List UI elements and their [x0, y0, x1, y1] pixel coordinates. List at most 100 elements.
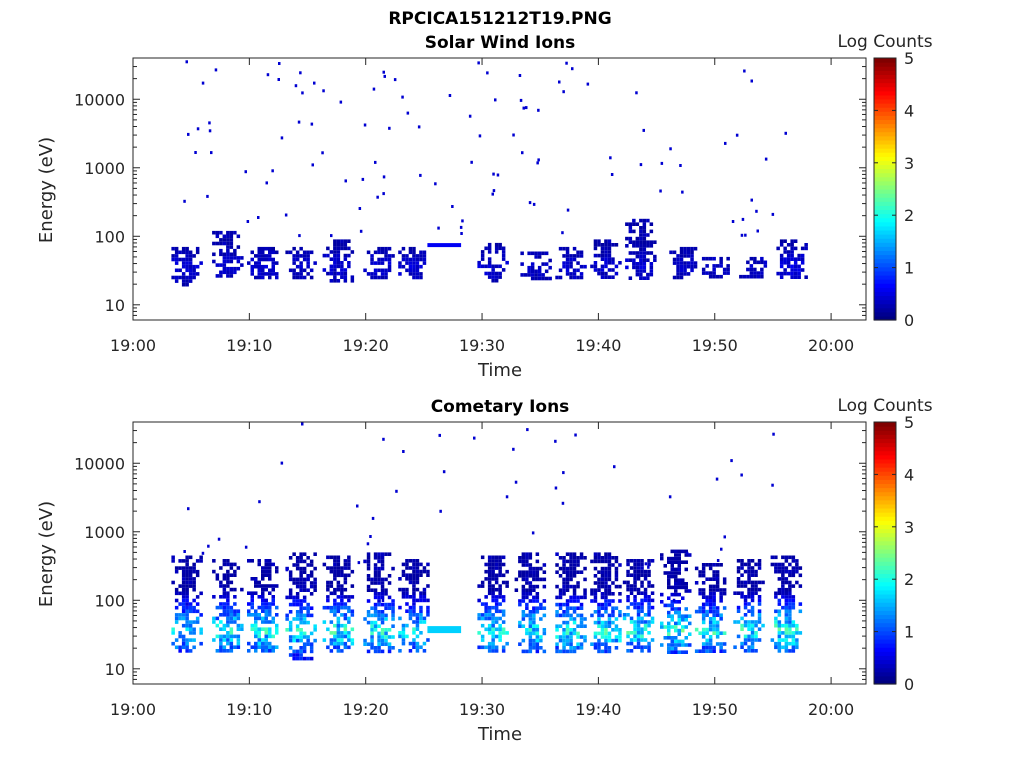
data-cell — [494, 649, 499, 653]
data-cell — [329, 566, 334, 570]
data-cell — [233, 248, 237, 253]
data-cell — [670, 607, 674, 611]
data-cell — [555, 610, 559, 614]
data-cell — [498, 591, 502, 596]
data-cell — [633, 562, 637, 567]
data-cell — [302, 617, 307, 621]
data-cell — [548, 276, 552, 281]
data-cell — [370, 581, 374, 585]
x-tick-label: 19:20 — [343, 700, 389, 719]
data-cell — [336, 634, 341, 639]
data-cell — [774, 569, 778, 574]
data-cell — [185, 638, 189, 642]
data-cell — [667, 643, 671, 647]
data-cell — [562, 620, 566, 625]
data-cell — [579, 272, 584, 276]
data-cell — [593, 556, 598, 560]
colorbar-tick-label: 2 — [904, 206, 914, 225]
data-cell — [250, 605, 254, 610]
data-cell — [219, 620, 223, 624]
data-cell — [185, 580, 189, 585]
data-cell — [336, 595, 341, 599]
sparse-count — [246, 220, 250, 223]
data-cell — [532, 646, 536, 650]
data-cell — [719, 563, 723, 567]
data-cell — [562, 559, 566, 564]
data-cell — [583, 595, 587, 600]
data-cell — [343, 623, 348, 628]
sparse-count — [744, 233, 747, 237]
data-cell — [681, 625, 685, 629]
data-cell — [505, 641, 509, 646]
data-cell — [636, 623, 641, 628]
data-cell — [590, 613, 594, 618]
data-cell — [313, 552, 317, 556]
data-cell — [542, 628, 547, 632]
colorbar-tick-label: 5 — [904, 49, 914, 68]
data-cell — [261, 577, 265, 581]
data-cell — [562, 566, 566, 571]
data-cell — [639, 244, 643, 248]
data-cell — [633, 569, 637, 574]
data-cell — [660, 556, 664, 561]
data-cell — [784, 641, 789, 646]
data-cell — [677, 607, 681, 611]
data-cell — [292, 257, 296, 262]
data-cell — [611, 606, 615, 610]
data-cell — [192, 264, 196, 269]
data-cell — [537, 265, 542, 270]
data-cell — [653, 258, 657, 262]
data-cell — [236, 259, 241, 264]
data-cell — [722, 577, 727, 581]
data-cell — [222, 573, 227, 577]
data-cell — [676, 254, 680, 258]
data-cell — [743, 584, 748, 588]
data-cell — [487, 573, 492, 578]
data-cell — [579, 635, 584, 639]
data-cell — [192, 638, 196, 642]
colorbar-tick-label: 4 — [904, 101, 914, 120]
data-cell — [647, 605, 651, 610]
data-cell — [422, 620, 427, 624]
data-cell — [419, 616, 423, 621]
colorbar-step — [874, 193, 896, 198]
data-cell — [219, 270, 223, 275]
colorbar-step — [874, 58, 896, 63]
data-cell — [484, 613, 488, 617]
data-cell — [229, 241, 234, 246]
colorbar-step — [874, 528, 896, 534]
sparse-count — [715, 576, 719, 580]
data-cell — [419, 573, 423, 577]
data-cell — [604, 620, 608, 625]
data-cell — [336, 250, 341, 254]
data-cell — [781, 623, 785, 628]
data-cell — [226, 259, 230, 264]
data-cell — [336, 559, 341, 563]
sparse-count — [644, 562, 648, 566]
data-cell — [798, 609, 803, 614]
data-cell — [336, 243, 341, 247]
data-cell — [505, 260, 509, 265]
data-cell — [681, 618, 685, 622]
data-cell — [583, 624, 587, 628]
sparse-count — [201, 81, 205, 85]
data-cell — [188, 250, 193, 255]
data-cell — [192, 598, 196, 603]
sparse-count — [526, 428, 529, 432]
data-cell — [743, 620, 748, 624]
data-cell — [373, 588, 378, 592]
sparse-count — [419, 173, 422, 177]
data-cell — [642, 229, 647, 234]
data-cell — [215, 605, 220, 610]
data-cell — [779, 264, 784, 269]
data-cell — [786, 243, 791, 247]
data-cell — [740, 591, 744, 595]
data-cell — [719, 645, 723, 650]
data-cell — [380, 649, 385, 654]
data-cell — [555, 563, 559, 567]
data-cell — [784, 559, 789, 563]
data-cell — [302, 646, 307, 650]
data-cell — [226, 605, 230, 610]
data-cell — [528, 574, 533, 578]
data-cell — [380, 631, 385, 636]
